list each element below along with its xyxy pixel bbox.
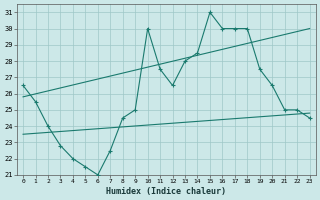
X-axis label: Humidex (Indice chaleur): Humidex (Indice chaleur) — [106, 187, 226, 196]
